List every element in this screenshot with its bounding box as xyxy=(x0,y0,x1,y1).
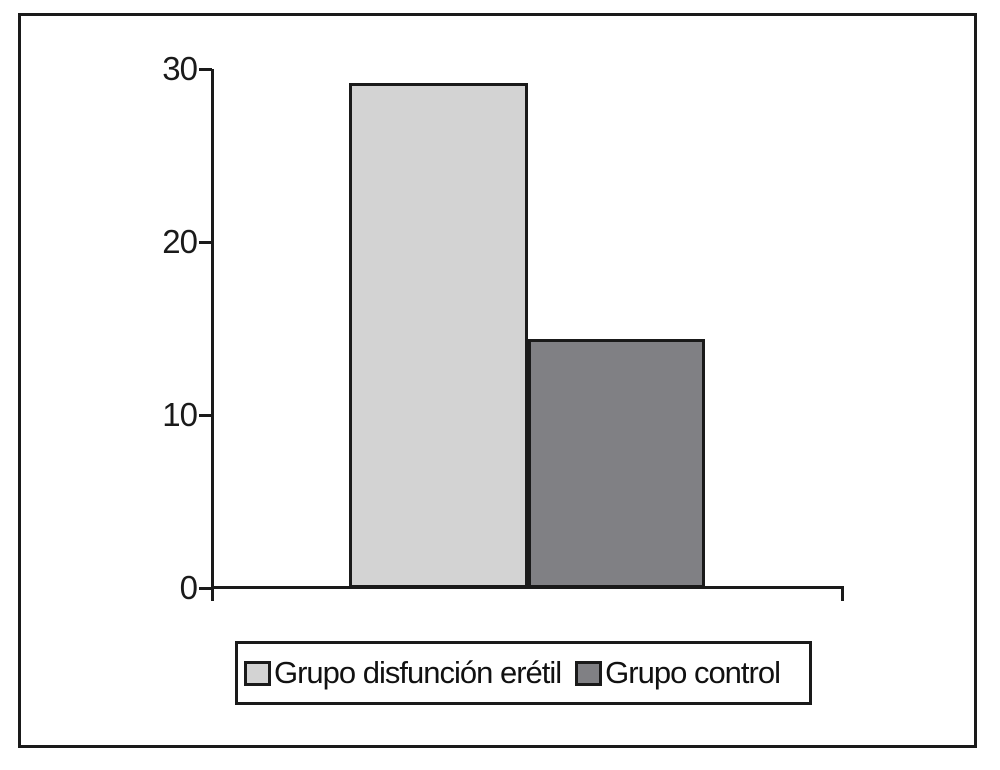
y-axis-tick xyxy=(199,67,212,71)
legend-swatch-icon xyxy=(244,660,271,686)
legend-label: Grupo disfunción erétil xyxy=(274,655,562,690)
y-axis-tick-label: 20 xyxy=(162,223,198,260)
y-axis-line xyxy=(211,69,214,601)
y-axis-tick xyxy=(199,240,212,244)
y-axis-tick xyxy=(199,586,212,590)
legend-swatch-icon xyxy=(575,660,603,686)
legend-item: Grupo disfunción erétil xyxy=(244,655,562,691)
legend-box: Grupo disfunción erétil Grupo control xyxy=(235,641,812,705)
legend-label: Grupo control xyxy=(605,655,781,690)
y-axis-tick-label: 30 xyxy=(162,50,198,87)
y-axis-tick-label: 0 xyxy=(179,569,198,606)
legend-item: Grupo control xyxy=(575,655,781,691)
bar-control xyxy=(528,339,705,588)
y-axis-tick-label: 10 xyxy=(162,396,198,433)
y-axis-tick xyxy=(199,413,212,417)
bar-disfuncion-eretil xyxy=(349,83,528,588)
x-axis-end-tick xyxy=(841,588,844,601)
